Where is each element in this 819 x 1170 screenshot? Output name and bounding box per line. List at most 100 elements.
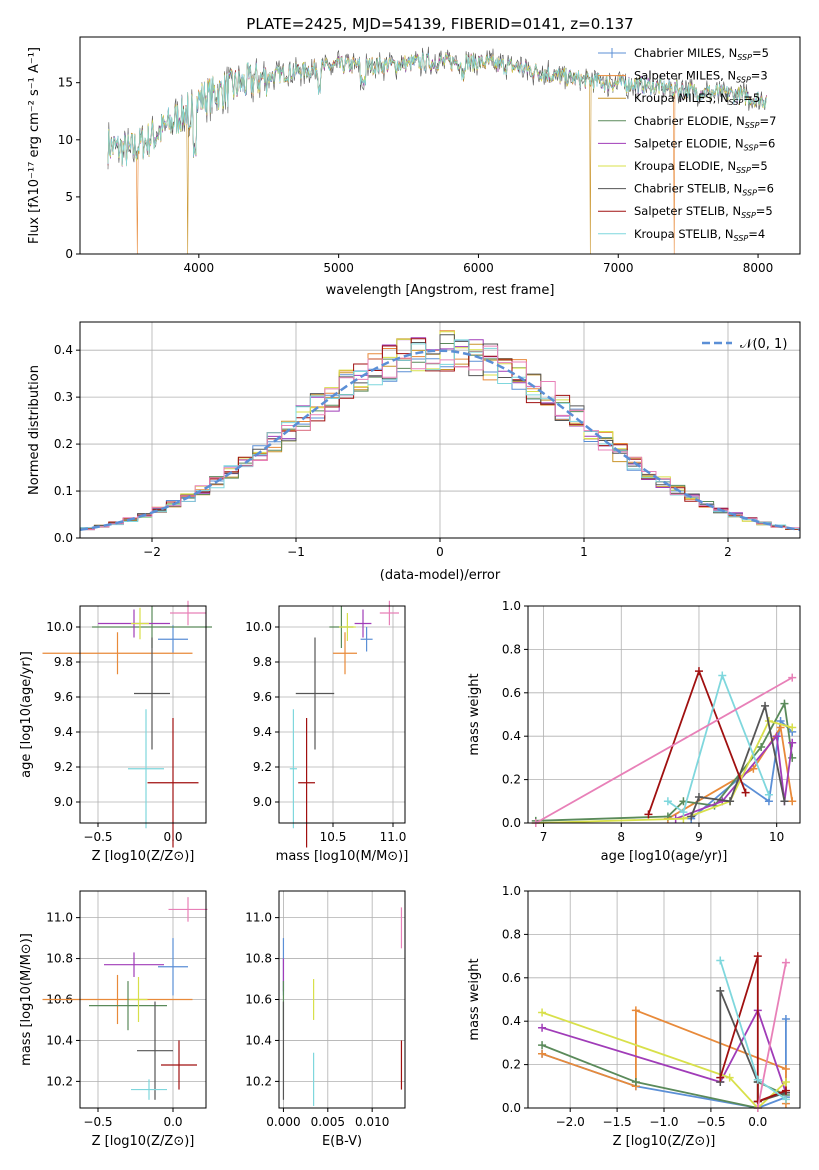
y-tick-label: 0.8 (502, 927, 521, 941)
massweight-marker (694, 792, 703, 801)
massweight-marker (753, 1075, 762, 1084)
y-tick-label: 10.8 (245, 952, 272, 966)
massweight-series-line (756, 962, 787, 1109)
massweight-series-line (535, 700, 794, 822)
massweight-marker (780, 699, 789, 708)
massweight-marker (781, 1077, 790, 1086)
x-tick-label: 1 (580, 545, 588, 559)
legend-label: Kroupa STELIB, NSSP=4 (634, 227, 765, 243)
residual-histogram-axes: −2 −1 0 1 2 0.0 0.1 0.2 0.3 0.4 𝒩(0, 1) (data-model… (27, 321, 801, 583)
x-tick-label: 7 (540, 830, 548, 844)
massweight-marker (663, 797, 672, 806)
legend-label: Chabrier ELODIE, NSSP=7 (634, 114, 776, 130)
y-axis-label: Normed distribution (27, 365, 42, 495)
massweight-marker (687, 812, 696, 821)
massweight-marker (753, 952, 762, 961)
massweight-marker (757, 743, 766, 752)
axes-frame (527, 605, 801, 824)
massweight-marker (694, 667, 703, 676)
y-tick-label: 0.4 (502, 1014, 521, 1028)
mass-vs-ebv-axes: 0.000 0.005 0.010 10.2 10.4 10.6 10.8 11.0 E(B-V… (245, 890, 406, 1149)
massweight-marker (725, 1073, 734, 1082)
y-tick-label: 9.8 (54, 655, 73, 669)
y-tick-label: 0.1 (54, 484, 73, 498)
legend-label: Kroupa ELODIE, NSSP=5 (634, 159, 768, 175)
y-axis-label: mass weight (467, 673, 482, 755)
y-tick-label: 15 (58, 76, 73, 90)
x-tick-label: 7000 (603, 261, 634, 275)
massweight-marker (772, 732, 781, 741)
legend-label: Salpeter STELIB, NSSP=5 (634, 204, 773, 220)
y-tick-label: 0.8 (502, 642, 521, 656)
x-axis-label: Z [log10(Z/Z⊙)] (613, 1134, 716, 1149)
y-tick-label: 0.6 (502, 971, 521, 985)
x-axis-label: (data-model)/error (380, 568, 501, 583)
massweight-series-line (667, 672, 770, 814)
x-axis-label: Z [log10(Z/Z⊙)] (92, 1134, 195, 1149)
axes-frame (79, 321, 801, 539)
y-tick-label: 0.2 (502, 1058, 521, 1072)
massweight-marker (679, 808, 688, 817)
x-tick-label: −0.5 (83, 1115, 112, 1129)
x-tick-label: −0.5 (696, 1115, 725, 1129)
massweight-marker (538, 1023, 547, 1032)
x-tick-label: 0.0 (163, 1115, 182, 1129)
y-tick-label: 10.0 (245, 620, 272, 634)
x-axis-label: mass [log10(M/M⊙)] (276, 849, 409, 864)
massweight-marker (788, 797, 797, 806)
age-vs-metallicity-axes: −0.5 0.09.09.29.49.69.810.0Z [log10(Z/Z⊙)… (19, 600, 212, 864)
y-axis-label: mass weight (467, 958, 482, 1040)
y-tick-label: 0.0 (502, 1101, 521, 1115)
y-tick-label: 9.8 (253, 655, 272, 669)
massweight-marker (538, 1041, 547, 1050)
y-tick-label: 9.6 (54, 690, 73, 704)
x-tick-label: 0 (436, 545, 444, 559)
y-tick-label: 9.4 (253, 725, 272, 739)
figure-title: PLATE=2425, MJD=54139, FIBERID=0141, z=0… (246, 15, 633, 33)
y-tick-label: 0.2 (54, 437, 73, 451)
massweight-marker (761, 701, 770, 710)
y-tick-label: 5 (65, 190, 73, 204)
massweight-marker (764, 790, 773, 799)
x-axis-label: age [log10(age/yr)] (601, 849, 728, 864)
massweight-series-line (541, 1011, 787, 1110)
y-tick-label: 0 (65, 247, 73, 261)
x-axis-label: wavelength [Angstrom, rest frame] (326, 283, 555, 298)
histogram-series (80, 338, 800, 530)
x-tick-label: 9 (695, 830, 703, 844)
y-tick-label: 9.6 (253, 690, 272, 704)
massweight-marker (726, 797, 735, 806)
x-tick-label: 0.010 (355, 1115, 389, 1129)
x-tick-label: −1 (287, 545, 305, 559)
y-tick-label: 0.3 (54, 390, 73, 404)
axes-frame (278, 890, 406, 1109)
y-tick-label: 9.4 (54, 725, 73, 739)
massweight-marker (716, 986, 725, 995)
y-tick-label: 11.0 (245, 911, 272, 925)
y-tick-label: 10.4 (245, 1033, 272, 1047)
x-tick-label: −2.0 (556, 1115, 585, 1129)
y-tick-label: 0.0 (502, 816, 521, 830)
massweight-marker (781, 1015, 790, 1024)
massweight-marker (781, 1086, 790, 1095)
massweight-marker (781, 958, 790, 967)
y-tick-label: 10 (58, 133, 73, 147)
axes-frame (527, 890, 801, 1109)
x-tick-label: 10.5 (320, 830, 347, 844)
y-axis-label: age [log10(age/yr)] (19, 651, 34, 778)
x-tick-label: 4000 (184, 261, 215, 275)
massweight-marker (788, 738, 797, 747)
legend-label: Salpeter ELODIE, NSSP=6 (634, 136, 775, 152)
y-tick-label: 10.6 (245, 993, 272, 1007)
x-tick-label: 8000 (743, 261, 774, 275)
spectrum-model-line (107, 52, 767, 255)
x-tick-label: 5000 (323, 261, 354, 275)
massweight-marker (644, 810, 653, 819)
x-tick-label: −2 (143, 545, 161, 559)
legend-label: Salpeter MILES, NSSP=3 (634, 69, 768, 85)
histogram-series (80, 345, 800, 531)
x-tick-label: −0.5 (83, 830, 112, 844)
y-tick-label: 0.4 (502, 729, 521, 743)
legend-label: Chabrier MILES, NSSP=5 (634, 46, 769, 62)
age-vs-mass-axes: 10.5 11.0 9.0 9.2 9.4 9.6 9.8 10.0 mass [log10(M… (245, 600, 409, 864)
